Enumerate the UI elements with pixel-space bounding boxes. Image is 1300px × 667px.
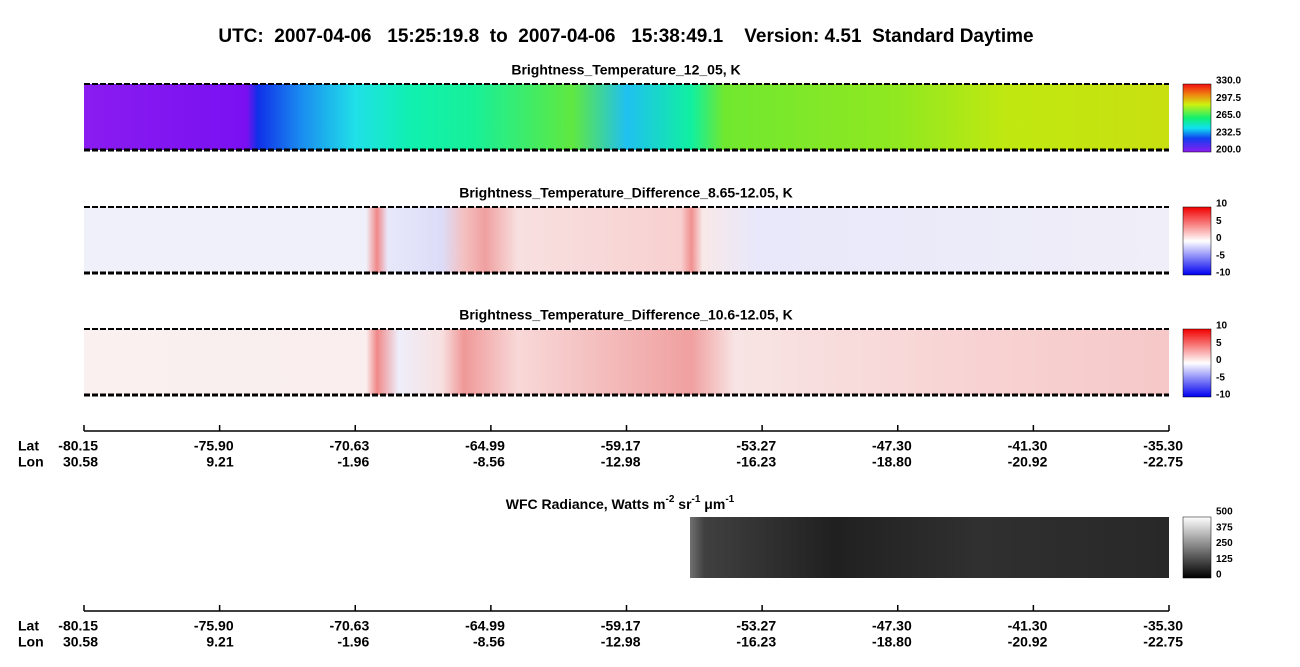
colorbar-label: -5 [1216, 372, 1225, 383]
colorbar-label: 10 [1216, 321, 1228, 332]
axis-row-label: Lon [18, 454, 44, 470]
wfc-title-text: WFC Radiance, Watts m [506, 496, 666, 512]
colorbar-label: 0 [1216, 570, 1222, 581]
colorbar [1182, 328, 1212, 398]
wfc-title-sup: -1 [725, 494, 734, 505]
colorbar-label: 0 [1216, 355, 1222, 366]
lat-label: -47.30 [872, 618, 912, 634]
lat-label: -64.99 [465, 438, 505, 454]
lon-label: -8.56 [473, 454, 505, 470]
lat-label: -75.90 [194, 618, 234, 634]
lon-label: -22.75 [1143, 454, 1183, 470]
panel-title: Brightness_Temperature_12_05, K [511, 62, 740, 78]
lon-label: -20.92 [1008, 634, 1048, 650]
swath-image [84, 329, 1169, 395]
swath-image [84, 207, 1169, 273]
panel-title: Brightness_Temperature_Difference_8.65-1… [459, 185, 793, 201]
lon-label: -16.23 [736, 454, 776, 470]
lon-label: -12.98 [601, 454, 641, 470]
lon-label: 9.21 [206, 454, 233, 470]
axis-row-label: Lon [18, 634, 44, 650]
lon-label: -18.80 [872, 454, 912, 470]
colorbar-label: 0 [1216, 233, 1222, 244]
lon-label: -22.75 [1143, 634, 1183, 650]
lat-label: -70.63 [330, 618, 370, 634]
colorbar-label: 10 [1216, 199, 1228, 210]
lon-label: -12.98 [601, 634, 641, 650]
colorbar-label: -10 [1216, 268, 1231, 279]
colorbar-label: 375 [1216, 522, 1233, 533]
lon-label: -16.23 [736, 634, 776, 650]
wfc-title-sup: -1 [692, 494, 701, 505]
wfc-title-text: sr [674, 496, 692, 512]
lat-label: -64.99 [465, 618, 505, 634]
lon-label: -8.56 [473, 634, 505, 650]
panel-title: Brightness_Temperature_Difference_10.6-1… [459, 307, 793, 323]
wfc-title-sup: -2 [665, 494, 674, 505]
axis-row-label: Lat [18, 618, 39, 634]
lat-label: -35.30 [1143, 618, 1183, 634]
page-title: UTC: 2007-04-06 15:25:19.8 to 2007-04-06… [218, 26, 1033, 47]
lat-label: -70.63 [330, 438, 370, 454]
colorbar-label: 265.0 [1216, 110, 1241, 121]
lat-label: -53.27 [736, 438, 776, 454]
colorbar-label: 232.5 [1216, 127, 1241, 138]
colorbar-label: 250 [1216, 538, 1233, 549]
colorbar-label: 330.0 [1216, 76, 1241, 87]
colorbar-label: -10 [1216, 390, 1231, 401]
lat-label: -35.30 [1143, 438, 1183, 454]
lon-label: -1.96 [337, 634, 369, 650]
colorbar-label: 200.0 [1216, 145, 1241, 156]
lat-label: -59.17 [601, 618, 641, 634]
lat-label: -80.15 [58, 438, 98, 454]
lat-label: -41.30 [1008, 438, 1048, 454]
lat-label: -47.30 [872, 438, 912, 454]
colorbar [1182, 206, 1212, 276]
colorbar-label: 500 [1216, 507, 1233, 518]
lon-label: 30.58 [63, 634, 98, 650]
lat-label: -53.27 [736, 618, 776, 634]
colorbar-label: 125 [1216, 554, 1233, 565]
lon-label: 30.58 [63, 454, 98, 470]
lon-label: -20.92 [1008, 454, 1048, 470]
lat-label: -75.90 [194, 438, 234, 454]
lat-label: -80.15 [58, 618, 98, 634]
swath-image [84, 84, 1169, 150]
lon-label: 9.21 [206, 634, 233, 650]
colorbar-label: 5 [1216, 338, 1222, 349]
colorbar-label: -5 [1216, 250, 1225, 261]
colorbar [1182, 83, 1212, 153]
axis-row-label: Lat [18, 438, 39, 454]
wfc-title-text: μm [700, 496, 725, 512]
colorbar-label: 297.5 [1216, 93, 1241, 104]
lon-label: -18.80 [872, 634, 912, 650]
wfc-image [690, 517, 1169, 578]
colorbar-label: 5 [1216, 216, 1222, 227]
lon-label: -1.96 [337, 454, 369, 470]
wfc-title: WFC Radiance, Watts m-2 sr-1 μm-1 [506, 494, 735, 512]
lat-label: -41.30 [1008, 618, 1048, 634]
lat-label: -59.17 [601, 438, 641, 454]
colorbar [1182, 516, 1212, 579]
